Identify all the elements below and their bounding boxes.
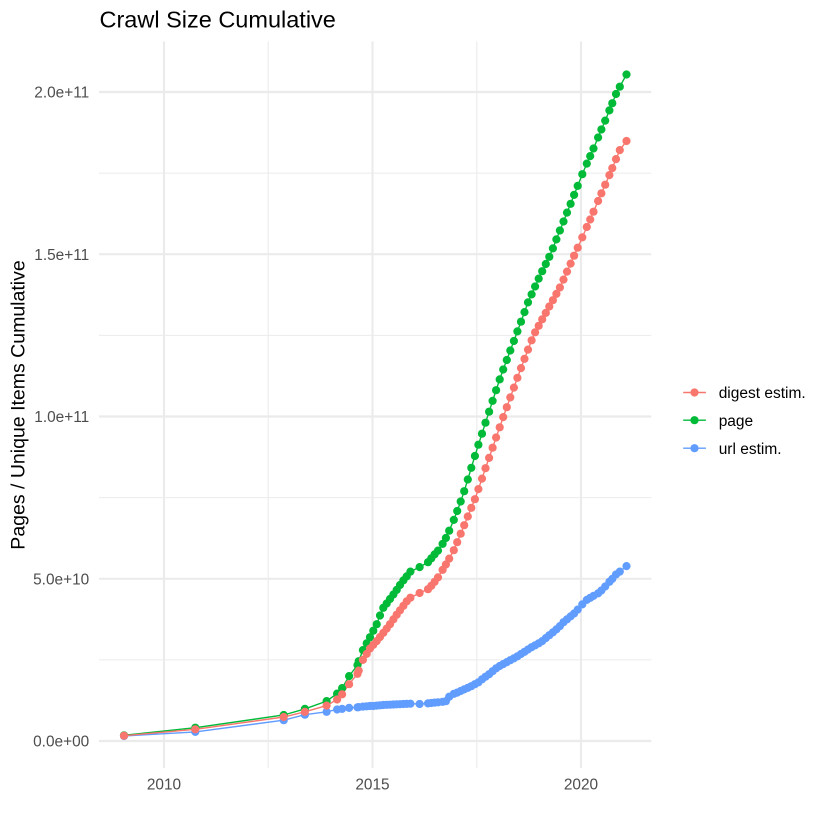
svg-text:2020: 2020 <box>564 777 598 794</box>
svg-text:url estim.: url estim. <box>719 441 782 458</box>
svg-text:2015: 2015 <box>355 777 389 794</box>
svg-text:2010: 2010 <box>147 777 181 794</box>
svg-text:Pages / Unique Items Cumulativ: Pages / Unique Items Cumulative <box>7 260 29 549</box>
svg-text:5.0e+10: 5.0e+10 <box>33 571 89 588</box>
svg-text:1.5e+11: 1.5e+11 <box>34 247 89 264</box>
svg-text:1.0e+11: 1.0e+11 <box>34 409 89 426</box>
svg-text:page: page <box>719 413 753 430</box>
svg-text:Crawl Size Cumulative: Crawl Size Cumulative <box>100 6 336 32</box>
svg-text:0.0e+00: 0.0e+00 <box>33 734 89 751</box>
svg-text:digest estim.: digest estim. <box>719 385 806 402</box>
svg-text:2.0e+11: 2.0e+11 <box>34 85 89 102</box>
